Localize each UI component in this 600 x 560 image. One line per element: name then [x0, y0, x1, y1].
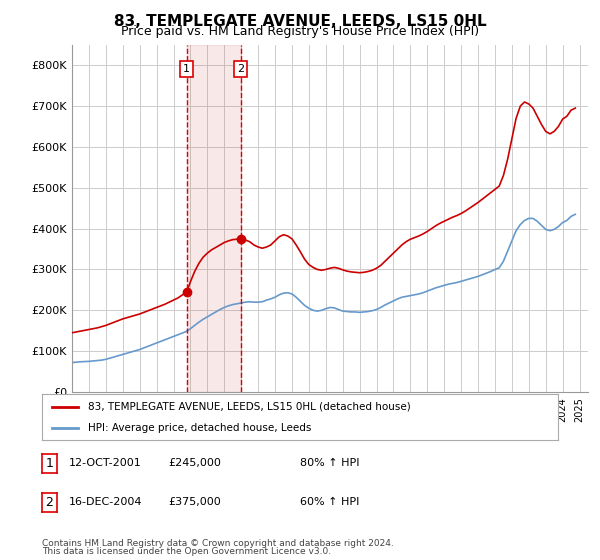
Text: 60% ↑ HPI: 60% ↑ HPI	[300, 497, 359, 507]
Text: HPI: Average price, detached house, Leeds: HPI: Average price, detached house, Leed…	[88, 423, 312, 433]
Text: 1: 1	[183, 64, 190, 74]
Text: 1: 1	[46, 457, 53, 470]
Text: Contains HM Land Registry data © Crown copyright and database right 2024.: Contains HM Land Registry data © Crown c…	[42, 539, 394, 548]
Text: Price paid vs. HM Land Registry's House Price Index (HPI): Price paid vs. HM Land Registry's House …	[121, 25, 479, 38]
Text: 83, TEMPLEGATE AVENUE, LEEDS, LS15 0HL (detached house): 83, TEMPLEGATE AVENUE, LEEDS, LS15 0HL (…	[88, 402, 411, 412]
Text: This data is licensed under the Open Government Licence v3.0.: This data is licensed under the Open Gov…	[42, 547, 331, 556]
Text: 2: 2	[46, 496, 53, 509]
Text: £375,000: £375,000	[168, 497, 221, 507]
Text: 83, TEMPLEGATE AVENUE, LEEDS, LS15 0HL: 83, TEMPLEGATE AVENUE, LEEDS, LS15 0HL	[113, 14, 487, 29]
Text: 80% ↑ HPI: 80% ↑ HPI	[300, 458, 359, 468]
Text: 12-OCT-2001: 12-OCT-2001	[69, 458, 142, 468]
Text: £245,000: £245,000	[168, 458, 221, 468]
Text: 16-DEC-2004: 16-DEC-2004	[69, 497, 143, 507]
Bar	[187, 45, 241, 392]
Text: 2: 2	[237, 64, 244, 74]
